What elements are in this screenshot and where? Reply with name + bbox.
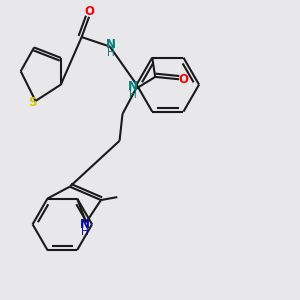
- Text: O: O: [84, 5, 94, 18]
- Text: O: O: [178, 73, 188, 86]
- Text: N: N: [106, 38, 116, 51]
- Text: N: N: [80, 218, 90, 231]
- Text: H: H: [129, 90, 137, 100]
- Text: H: H: [107, 47, 115, 58]
- Text: H: H: [81, 227, 88, 237]
- Text: S: S: [28, 96, 37, 109]
- Text: N: N: [128, 80, 138, 93]
